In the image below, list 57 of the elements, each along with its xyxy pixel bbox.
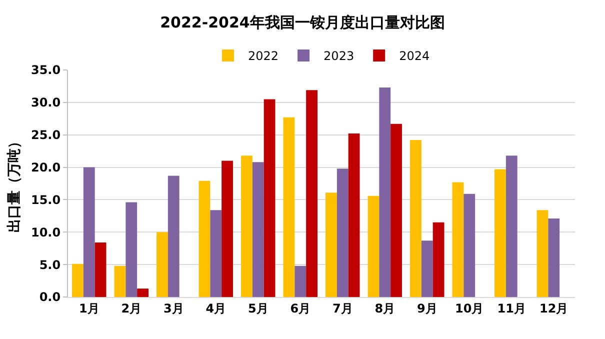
bar [83, 167, 95, 297]
x-tick-label: 5月 [248, 301, 268, 316]
y-tick-label: 0.0 [39, 290, 61, 304]
bar [452, 182, 464, 297]
bar [126, 202, 138, 297]
x-tick-label: 10月 [455, 301, 484, 316]
bar [72, 264, 84, 297]
x-tick-label: 11月 [497, 301, 526, 316]
bar [222, 160, 233, 297]
x-tick-label: 9月 [416, 301, 438, 316]
y-tick-label: 5.0 [39, 258, 61, 272]
bar [94, 242, 106, 297]
x-tick-label: 6月 [290, 301, 311, 316]
y-tick-label: 15.0 [30, 192, 61, 207]
y-tick-label: 20.0 [30, 160, 61, 174]
bar [336, 168, 348, 297]
bar [283, 117, 295, 297]
bar [210, 210, 222, 297]
x-tick-label: 7月 [332, 301, 353, 316]
y-tick-label: 10.0 [30, 225, 61, 240]
chart-title: 2022-2024年我国一铵月度出口量对比图 [160, 13, 445, 32]
x-tick-label: 12月 [540, 301, 568, 316]
bar [421, 240, 433, 297]
bar [379, 88, 391, 297]
legend-label: 2023 [324, 49, 354, 64]
bar [494, 169, 506, 297]
bar [390, 124, 402, 297]
bar [506, 156, 518, 297]
bar [326, 192, 337, 297]
x-tick-label: 2月 [121, 301, 142, 316]
bar [464, 194, 476, 297]
x-tick-label: 4月 [206, 301, 226, 316]
bar [114, 266, 126, 297]
x-tick-label: 8月 [374, 301, 396, 316]
bar [348, 134, 360, 297]
bar [368, 196, 380, 297]
bar [168, 176, 180, 297]
x-tick-label: 1月 [78, 301, 100, 316]
bar [198, 180, 210, 297]
bar [137, 288, 148, 297]
bar [536, 210, 548, 297]
bar [252, 162, 264, 297]
bar [156, 232, 168, 297]
bar [241, 156, 252, 297]
y-axis-title: 出口量（万吨） [6, 134, 23, 232]
x-tick-label: 3月 [163, 301, 184, 316]
legend-label: 2024 [399, 49, 430, 64]
bar [306, 90, 318, 297]
bar [548, 218, 560, 297]
bar [410, 140, 422, 297]
bar [432, 222, 444, 297]
y-tick-label: 25.0 [30, 128, 61, 142]
bar [264, 99, 276, 297]
y-tick-label: 35.0 [30, 63, 61, 78]
bar [294, 266, 306, 297]
legend-label: 2022 [248, 49, 279, 64]
y-tick-label: 30.0 [30, 96, 61, 110]
